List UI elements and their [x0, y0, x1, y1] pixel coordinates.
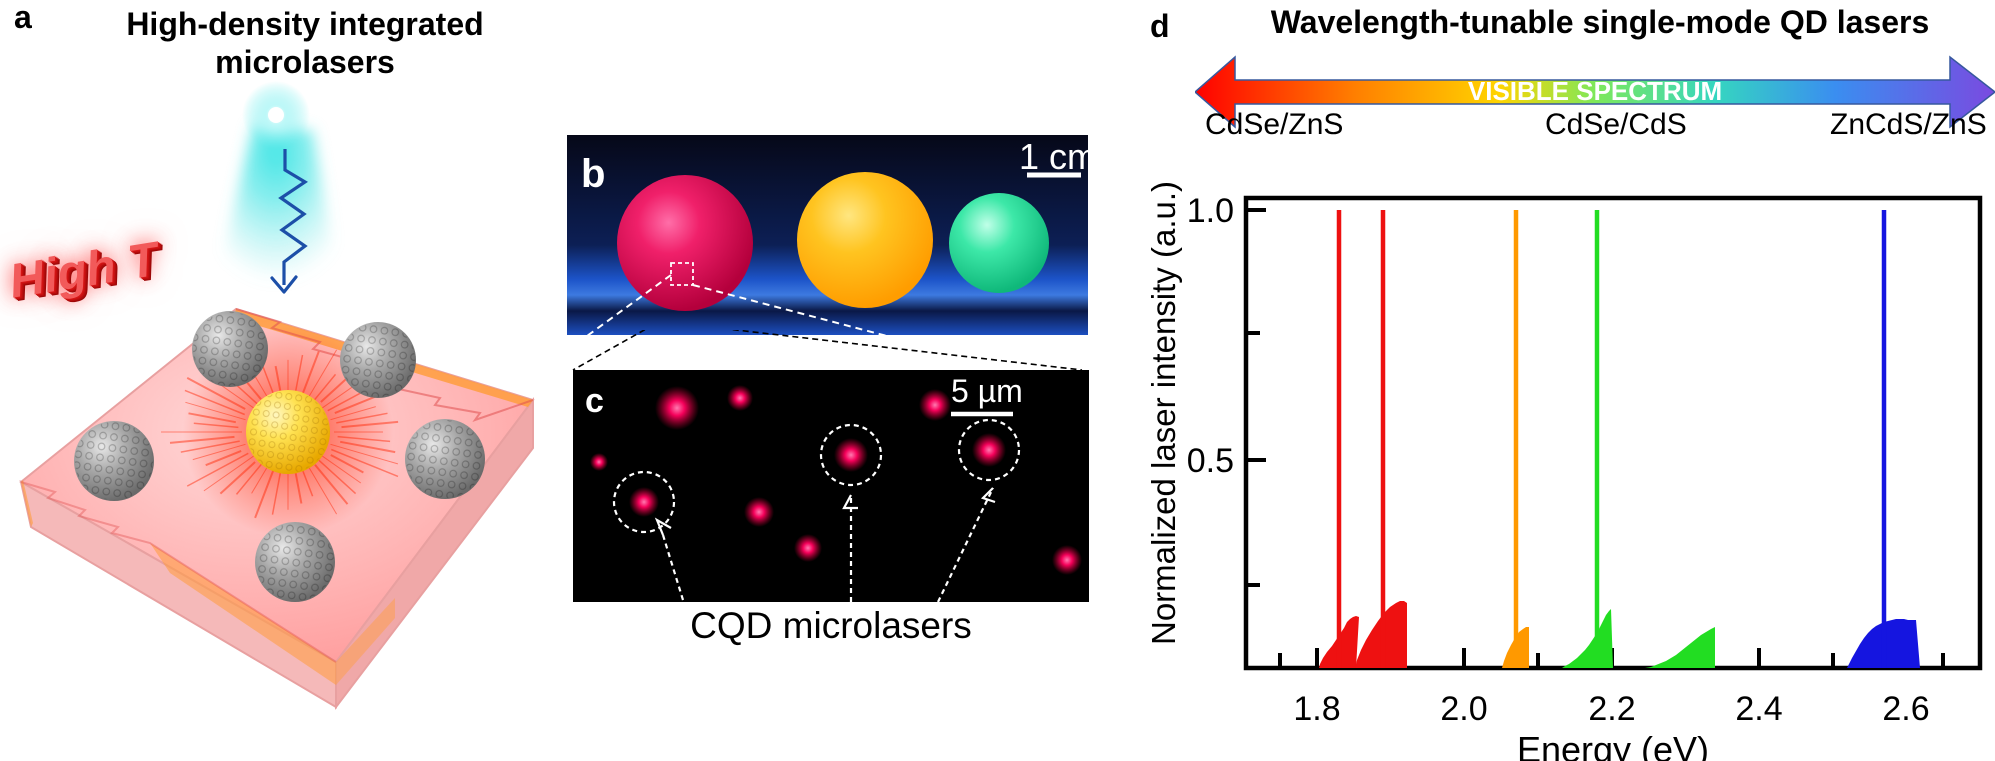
svg-text:1 cm: 1 cm [1019, 136, 1088, 177]
svg-text:VISIBLE SPECTRUM: VISIBLE SPECTRUM [1468, 76, 1722, 106]
svg-text:2.2: 2.2 [1588, 690, 1635, 728]
svg-text:c: c [585, 382, 604, 420]
svg-text:2.0: 2.0 [1440, 690, 1487, 728]
svg-text:1.8: 1.8 [1293, 690, 1340, 728]
svg-text:2.4: 2.4 [1735, 690, 1782, 728]
svg-text:b: b [581, 152, 605, 196]
svg-text:1.0: 1.0 [1187, 192, 1234, 230]
svg-text:0.5: 0.5 [1187, 442, 1234, 480]
svg-text:5 µm: 5 µm [951, 373, 1023, 409]
svg-text:2.6: 2.6 [1882, 690, 1929, 728]
svg-text:Energy (eV): Energy (eV) [1517, 729, 1709, 761]
